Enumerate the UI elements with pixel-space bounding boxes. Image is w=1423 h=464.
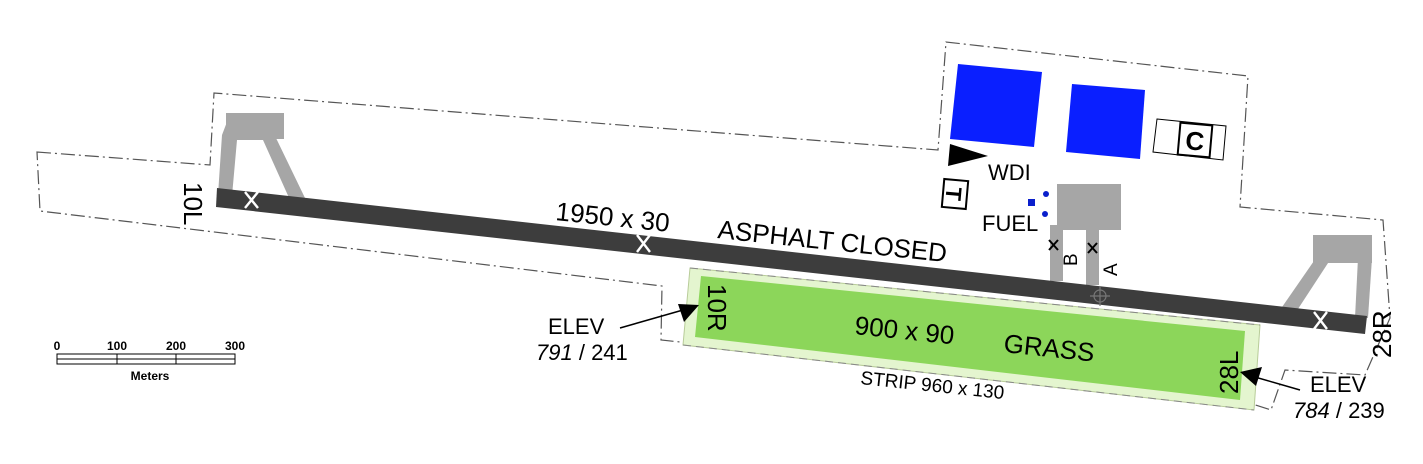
runway-10r-label: 10R <box>702 284 732 332</box>
elev-west-arrow-head <box>678 304 699 322</box>
scale-tick-300: 300 <box>225 339 245 353</box>
fuel-label: FUEL <box>982 211 1038 236</box>
elev-east-arrow-head <box>1240 367 1262 386</box>
fuel-dot-2 <box>1042 211 1048 217</box>
taxiway-b <box>1050 225 1063 281</box>
scale-tick-0: 0 <box>54 339 61 353</box>
taxiway-b-label: B <box>1061 253 1082 266</box>
elev-east-value: 784 / 239 <box>1293 398 1385 423</box>
elev-west-arrow-line <box>619 307 691 329</box>
west-apron <box>226 113 284 139</box>
strip-edge-south <box>682 344 1255 411</box>
building-east <box>1066 84 1145 159</box>
wdi-label: WDI <box>988 160 1031 185</box>
wind-direction-indicator-icon <box>948 144 988 166</box>
arp-symbol <box>1090 286 1110 306</box>
grass-runway <box>695 276 1245 400</box>
scale-tick-100: 100 <box>107 339 127 353</box>
scale-unit: Meters <box>131 369 170 383</box>
east-taxiway-2 <box>1355 258 1372 318</box>
scale-tick-200: 200 <box>166 339 186 353</box>
east-taxiway <box>1280 258 1330 312</box>
asphalt-runway <box>216 188 1367 334</box>
fuel-dot-1 <box>1043 191 1049 197</box>
taxiway-a-label: A <box>1101 263 1122 276</box>
customs-icon-frame <box>1176 121 1214 159</box>
taxiway-a <box>1086 225 1099 285</box>
strip-edge-north <box>689 267 1261 326</box>
elev-west-value: 791 / 241 <box>536 340 628 365</box>
elev-east-label: ELEV <box>1310 372 1367 397</box>
aerodrome-boundary <box>36 41 1391 411</box>
runway-28r-label: 28R <box>1367 310 1397 358</box>
closed-cross-marks <box>244 191 1328 330</box>
runway-28l-label: 28L <box>1214 351 1244 394</box>
taxiway-hold-crosses <box>1048 239 1098 254</box>
runway-10l-label: 10L <box>178 182 208 225</box>
fuel-icon <box>1028 199 1035 206</box>
elev-west-label: ELEV <box>548 314 605 339</box>
landing-t-frame <box>940 177 970 211</box>
fuel-apron <box>1057 184 1121 230</box>
landing-t-icon: T <box>940 186 966 202</box>
scale-bar: 0 100 200 300 Meters <box>54 339 246 383</box>
building-west <box>950 64 1042 147</box>
customs-icon: C <box>1184 125 1206 157</box>
